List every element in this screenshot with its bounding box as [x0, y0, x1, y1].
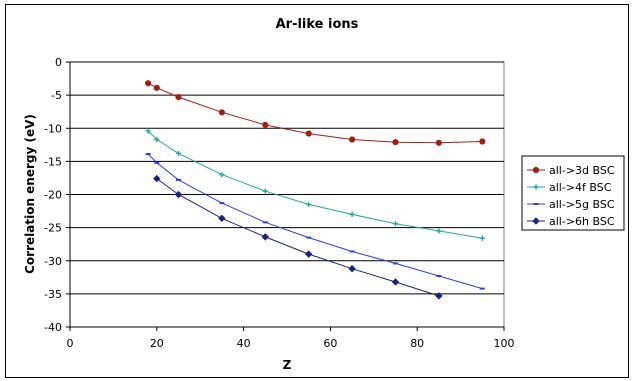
data-point-marker	[262, 121, 269, 129]
data-point-marker	[262, 188, 268, 194]
x-tick-label: 0	[67, 337, 74, 350]
x-tick-labels: 0 20 40 60 80 100	[67, 327, 515, 350]
legend-box	[521, 155, 625, 231]
x-tick-label: 40	[237, 337, 251, 350]
data-point-marker	[261, 233, 270, 241]
chart-title: Ar-like ions	[276, 17, 359, 32]
series-group	[145, 80, 486, 146]
series-line	[156, 178, 440, 297]
legend-label: all->3d BSC	[549, 164, 615, 177]
data-point-marker	[348, 264, 356, 273]
data-point-marker	[153, 174, 161, 183]
data-point-marker	[435, 292, 443, 300]
y-axis-label: Correlation energy (eV)	[23, 114, 37, 274]
data-point-marker	[392, 221, 399, 227]
y-tick-label: -20	[44, 189, 62, 202]
data-point-marker	[392, 139, 399, 146]
y-tick-label: -30	[44, 255, 62, 268]
x-axis-label: Z	[283, 358, 292, 372]
y-tick-label: 0	[55, 56, 62, 69]
series-group	[145, 128, 485, 241]
data-point-marker	[219, 172, 225, 178]
legend: all->3d BSC all->4f BSC all->5g BSC all->6h…	[521, 155, 625, 231]
data-point-marker	[145, 80, 152, 87]
data-point-marker	[175, 94, 182, 101]
data-point-marker	[154, 136, 160, 143]
x-tick-label: 80	[410, 337, 424, 350]
data-point-marker	[349, 211, 355, 217]
x-tick-label: 100	[494, 337, 515, 350]
data-point-marker	[153, 84, 160, 91]
series-line	[147, 130, 483, 239]
data-point-marker	[479, 138, 486, 145]
data-point-marker	[533, 184, 539, 190]
data-point-marker	[532, 166, 540, 174]
data-point-marker	[304, 250, 313, 258]
y-tick-labels: 0 -5 -10 -15 -20 -25 -30 -35 -40	[44, 56, 70, 334]
data-point-marker	[391, 278, 400, 286]
data-point-marker	[218, 214, 226, 223]
data-point-marker	[175, 150, 182, 157]
data-point-marker	[218, 109, 225, 116]
data-point-marker	[145, 128, 151, 134]
series-group	[145, 153, 485, 290]
series-line	[147, 153, 483, 290]
data-point-marker	[349, 136, 356, 143]
series-layer	[145, 80, 486, 300]
x-tick-label: 60	[323, 337, 337, 350]
data-point-marker	[435, 139, 442, 146]
data-point-marker	[479, 235, 485, 241]
y-tick-label: -10	[44, 122, 62, 135]
legend-label: all->5g BSC	[549, 198, 615, 211]
series-group	[153, 174, 443, 300]
y-tick-label: -25	[44, 222, 62, 235]
data-point-marker	[436, 228, 442, 234]
y-tick-label: -5	[51, 89, 62, 102]
series-line	[147, 82, 483, 144]
x-tick-label: 20	[150, 337, 164, 350]
data-point-marker	[306, 201, 312, 208]
data-point-marker	[532, 217, 540, 225]
data-point-marker	[305, 130, 312, 137]
y-tick-label: -40	[44, 321, 62, 334]
legend-label: all->4f BSC	[549, 181, 612, 194]
legend-label: all->6h BSC	[549, 215, 615, 228]
y-tick-label: -35	[44, 288, 62, 301]
data-point-marker	[174, 190, 183, 199]
y-tick-label: -15	[44, 155, 62, 168]
